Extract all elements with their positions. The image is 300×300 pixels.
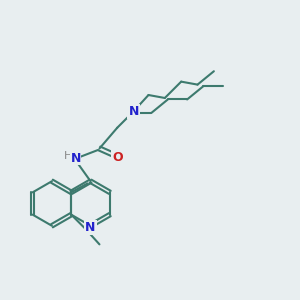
- Text: N: N: [128, 105, 139, 118]
- Text: H: H: [64, 151, 72, 161]
- Text: N: N: [85, 221, 96, 234]
- Text: N: N: [70, 152, 81, 164]
- Text: O: O: [112, 151, 123, 164]
